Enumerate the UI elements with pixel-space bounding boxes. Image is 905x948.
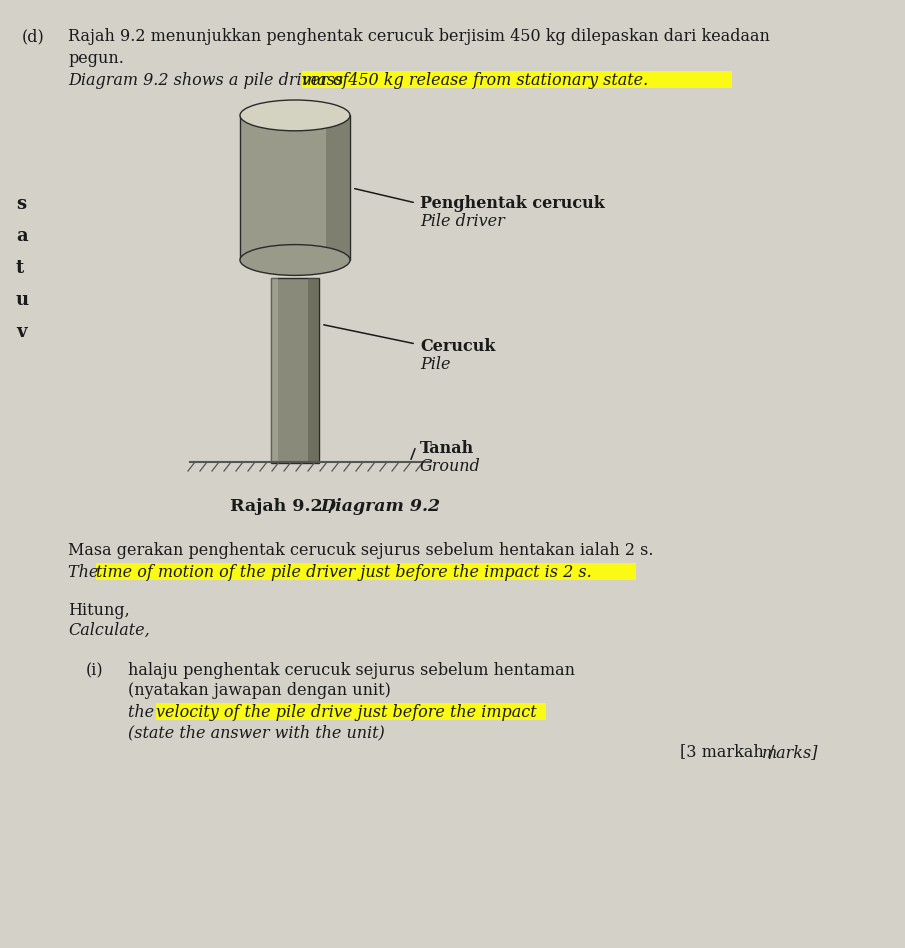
Bar	[302, 71, 732, 88]
Text: Tanah: Tanah	[420, 440, 474, 457]
Text: Pile driver: Pile driver	[420, 213, 505, 230]
Text: Ground: Ground	[420, 458, 481, 475]
Text: marks]: marks]	[762, 744, 818, 761]
Text: u: u	[16, 291, 29, 309]
Polygon shape	[240, 116, 350, 260]
Text: Rajah 9.2 /: Rajah 9.2 /	[230, 498, 341, 515]
Polygon shape	[271, 278, 319, 463]
Text: (d): (d)	[22, 28, 44, 45]
Text: (state the answer with the unit): (state the answer with the unit)	[128, 724, 385, 741]
Text: Diagram 9.2: Diagram 9.2	[320, 498, 440, 515]
Bar	[156, 703, 546, 720]
Text: v: v	[16, 323, 26, 341]
Text: the: the	[128, 704, 159, 721]
Text: Rajah 9.2 menunjukkan penghentak cerucuk berjisim 450 kg dilepaskan dari keadaan: Rajah 9.2 menunjukkan penghentak cerucuk…	[68, 28, 770, 45]
Polygon shape	[309, 278, 319, 463]
Text: a: a	[16, 227, 28, 245]
Text: (i): (i)	[86, 662, 104, 679]
Bar	[96, 563, 636, 580]
Text: The: The	[68, 564, 103, 581]
Text: Penghentak cerucuk: Penghentak cerucuk	[420, 195, 605, 212]
Text: Hitung,: Hitung,	[68, 602, 129, 619]
Text: Diagram 9.2 shows a pile driver of: Diagram 9.2 shows a pile driver of	[68, 72, 354, 89]
Text: halaju penghentak cerucuk sejurus sebelum hentaman: halaju penghentak cerucuk sejurus sebelu…	[128, 662, 575, 679]
Polygon shape	[271, 278, 278, 463]
Text: Calculate,: Calculate,	[68, 622, 149, 639]
Ellipse shape	[240, 100, 350, 131]
Text: time of motion of the pile driver just before the impact is 2 s.: time of motion of the pile driver just b…	[96, 564, 592, 581]
Text: Pile: Pile	[420, 356, 451, 373]
Text: [3 markah /: [3 markah /	[680, 744, 779, 761]
Text: velocity of the pile drive just before the impact: velocity of the pile drive just before t…	[156, 704, 537, 721]
Text: mass 450 kg release from stationary state.: mass 450 kg release from stationary stat…	[302, 72, 648, 89]
Text: Masa gerakan penghentak cerucuk sejurus sebelum hentakan ialah 2 s.: Masa gerakan penghentak cerucuk sejurus …	[68, 542, 653, 559]
Ellipse shape	[240, 245, 350, 276]
Text: s: s	[16, 195, 26, 213]
Text: (nyatakan jawapan dengan unit): (nyatakan jawapan dengan unit)	[128, 682, 391, 699]
Text: Cerucuk: Cerucuk	[420, 338, 495, 355]
Text: pegun.: pegun.	[68, 50, 124, 67]
Polygon shape	[326, 116, 350, 260]
Text: t: t	[16, 259, 24, 277]
